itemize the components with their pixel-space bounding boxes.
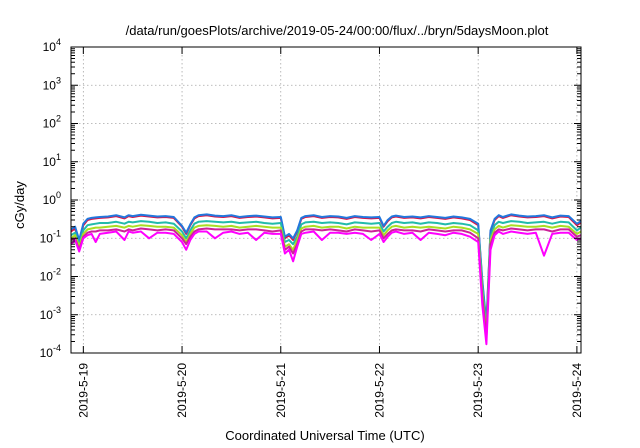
y-axis-label: cGy/day xyxy=(12,181,27,229)
y-tick-label: 10-3 xyxy=(40,305,61,322)
series-line-3 xyxy=(70,220,582,331)
y-tick-label: 102 xyxy=(43,114,61,131)
series-line-4 xyxy=(70,224,582,336)
y-tick-label: 104 xyxy=(43,37,61,54)
series-line-5 xyxy=(70,227,582,339)
x-tick-label: 2019-5-20 xyxy=(175,363,189,418)
x-tick-label: 2019-5-23 xyxy=(471,363,485,418)
y-tick-label: 10-1 xyxy=(40,228,61,245)
axis-ticks xyxy=(71,46,581,354)
chart-title: /data/run/goesPlots/archive/2019-05-24/0… xyxy=(126,23,549,38)
series-line-6 xyxy=(70,230,582,346)
series-line-2 xyxy=(70,213,582,325)
x-tick-labels: 2019-5-19 2019-5-20 2019-5-21 2019-5-22 2019… xyxy=(76,363,584,418)
grid-lines xyxy=(71,47,581,353)
series-line-1 xyxy=(70,214,582,328)
y-tick-label: 101 xyxy=(43,152,61,169)
x-tick-label: 2019-5-22 xyxy=(372,363,386,418)
x-tick-label: 2019-5-19 xyxy=(76,363,90,418)
y-tick-label: 103 xyxy=(43,75,61,92)
series-layer xyxy=(70,213,582,346)
x-tick-label: 2019-5-24 xyxy=(570,363,584,418)
y-tick-labels: 10-4 10-3 10-2 10-1 100 101 102 103 104 xyxy=(40,37,61,360)
x-axis-label: Coordinated Universal Time (UTC) xyxy=(225,428,424,443)
y-tick-label: 100 xyxy=(43,190,61,207)
y-tick-label: 10-2 xyxy=(40,267,61,284)
y-tick-label: 10-4 xyxy=(40,343,61,360)
x-tick-label: 2019-5-21 xyxy=(274,363,288,418)
